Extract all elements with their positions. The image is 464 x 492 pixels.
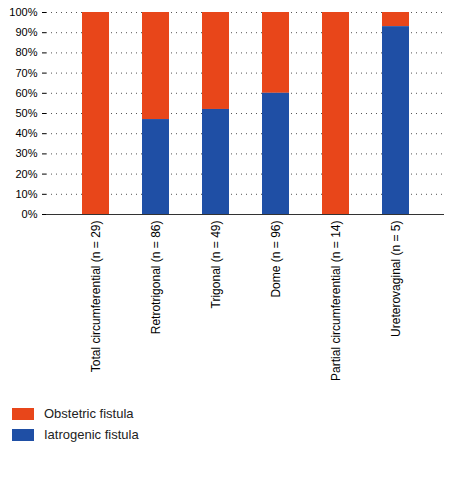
svg-text:Trigonal (n = 49): Trigonal (n = 49) bbox=[209, 221, 223, 309]
svg-text:Dome (n = 96): Dome (n = 96) bbox=[269, 221, 283, 298]
svg-text:Total circumferential (n = 29): Total circumferential (n = 29) bbox=[89, 221, 103, 373]
svg-text:90%: 90% bbox=[15, 26, 37, 38]
svg-text:80%: 80% bbox=[15, 46, 37, 58]
svg-text:30%: 30% bbox=[15, 147, 37, 159]
svg-text:100%: 100% bbox=[9, 6, 37, 18]
svg-text:10%: 10% bbox=[15, 188, 37, 200]
svg-text:Ureterovaginal (n = 5): Ureterovaginal (n = 5) bbox=[389, 220, 403, 336]
svg-text:20%: 20% bbox=[15, 168, 37, 180]
html-text:Iatrogenic fistula: Iatrogenic fistula bbox=[44, 427, 139, 442]
svg-text:70%: 70% bbox=[15, 67, 37, 79]
svg-text:Retrotrigonal (n = 86): Retrotrigonal (n = 86) bbox=[149, 221, 163, 335]
svg-text:Partial circumferential (n = 1: Partial circumferential (n = 14) bbox=[329, 221, 343, 381]
svg-text:40%: 40% bbox=[15, 127, 37, 139]
svg-text:0%: 0% bbox=[22, 208, 38, 220]
svg-text:50%: 50% bbox=[15, 107, 37, 119]
html-text:Obstetric fistula: Obstetric fistula bbox=[44, 406, 134, 421]
svg-text:60%: 60% bbox=[15, 87, 37, 99]
